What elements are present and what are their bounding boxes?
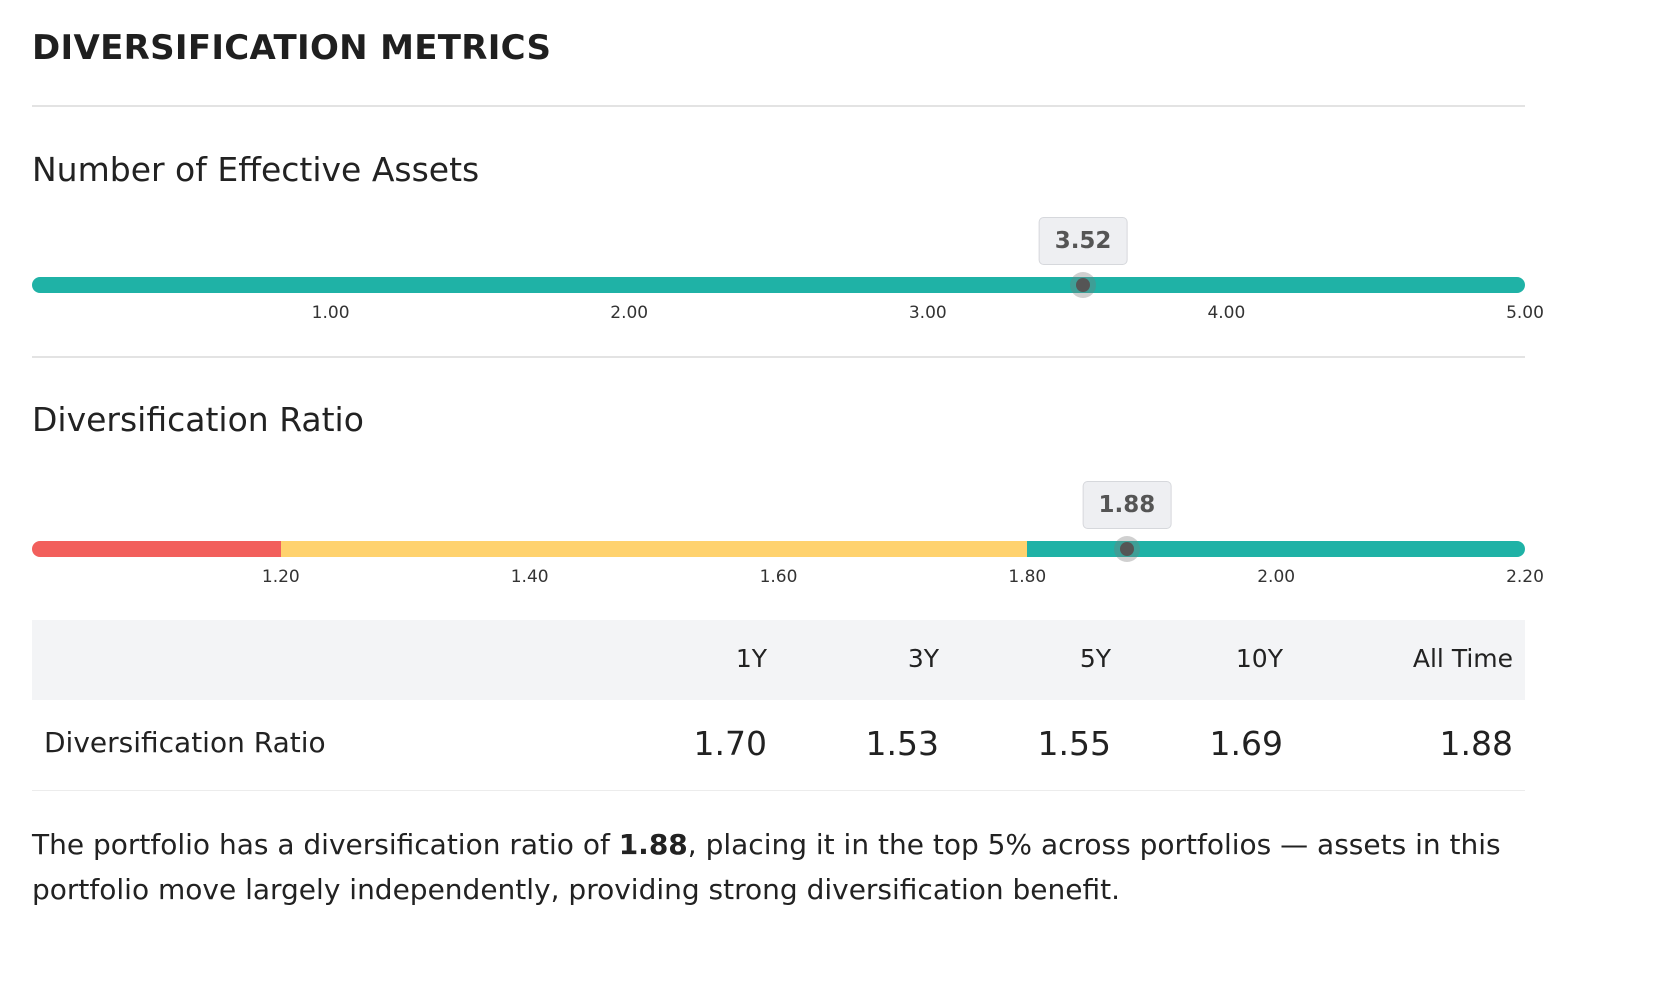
diversification_ratio-tick-label: 1.20 bbox=[261, 567, 300, 587]
cell-3y: 1.53 bbox=[865, 724, 939, 763]
cell-1y: 1.70 bbox=[693, 724, 767, 763]
diversification-ratio-thumb bbox=[1113, 536, 1140, 562]
column-header-1y: 1Y bbox=[735, 644, 767, 673]
effective-assets-title: Number of Effective Assets bbox=[32, 150, 480, 189]
effective-assets-track bbox=[32, 277, 1525, 293]
diversification_ratio-tick-label: 1.40 bbox=[510, 567, 549, 587]
diversification-ratio-title: Diversification Ratio bbox=[32, 400, 364, 439]
diversification_ratio-segment-1 bbox=[280, 541, 1028, 557]
effective-assets-slider: 3.52 1.00 2.00 3.00 4.00 5.00 bbox=[32, 217, 1544, 323]
diversification-ratio-track bbox=[32, 541, 1525, 557]
effective-assets-value-bubble: 3.52 bbox=[1038, 217, 1128, 265]
cell-all-time: 1.88 bbox=[1439, 724, 1513, 763]
column-header-3y: 3Y bbox=[907, 644, 939, 673]
diversification_ratio-segment-2 bbox=[1027, 541, 1525, 557]
effective_assets-tick-label: 4.00 bbox=[1207, 303, 1246, 323]
column-header-10y: 10Y bbox=[1235, 644, 1283, 673]
table-row: Diversification Ratio 1.70 1.53 1.55 1.6… bbox=[32, 700, 1525, 791]
summary-before: The portfolio has a diversification rati… bbox=[32, 828, 619, 861]
diversification_ratio-tick-label: 1.80 bbox=[1008, 567, 1047, 587]
effective_assets-tick-label: 1.00 bbox=[311, 303, 350, 323]
cell-5y: 1.55 bbox=[1037, 724, 1111, 763]
row-label: Diversification Ratio bbox=[44, 726, 326, 759]
diversification_ratio-tick-label: 2.00 bbox=[1257, 567, 1296, 587]
effective-assets-thumb bbox=[1070, 272, 1097, 298]
page-title: DIVERSIFICATION METRICS bbox=[32, 28, 552, 68]
effective_assets-tick-label: 2.00 bbox=[610, 303, 649, 323]
divider bbox=[32, 105, 1525, 107]
diversification_ratio-tick-label: 1.60 bbox=[759, 567, 798, 587]
column-header-all-time: All Time bbox=[1412, 644, 1513, 673]
divider bbox=[32, 356, 1525, 358]
diversification-ratio-slider: 1.88 1.20 1.40 1.60 1.80 2.00 2.20 bbox=[32, 481, 1544, 587]
summary-after: , placing it in the top 5% across portfo… bbox=[32, 828, 1501, 906]
summary-highlight: 1.88 bbox=[618, 828, 688, 861]
effective_assets-segment-0 bbox=[32, 277, 1525, 293]
effective_assets-tick-label: 5.00 bbox=[1506, 303, 1544, 323]
thumb-dot bbox=[1119, 542, 1134, 556]
diversification_ratio-tick-label: 2.20 bbox=[1506, 567, 1544, 587]
table-header: 1Y 3Y 5Y 10Y All Time bbox=[32, 620, 1525, 700]
column-header-5y: 5Y bbox=[1079, 644, 1111, 673]
summary-text: The portfolio has a diversification rati… bbox=[32, 822, 1525, 912]
diversification-ratio-value-bubble: 1.88 bbox=[1082, 481, 1172, 529]
thumb-dot bbox=[1076, 278, 1091, 292]
effective_assets-tick-label: 3.00 bbox=[908, 303, 947, 323]
cell-10y: 1.69 bbox=[1209, 724, 1283, 763]
diversification_ratio-segment-0 bbox=[32, 541, 281, 557]
